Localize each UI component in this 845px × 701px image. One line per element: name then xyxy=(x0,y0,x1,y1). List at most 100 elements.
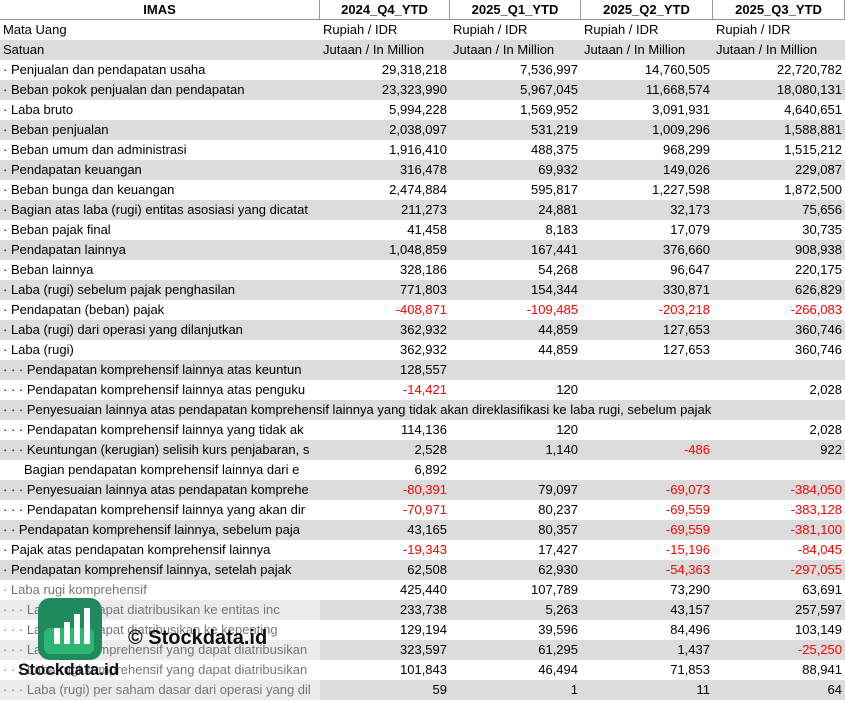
cell-value: 316,478 xyxy=(400,162,447,177)
cell-value: 257,597 xyxy=(795,602,842,617)
row-label: · · · Penyesuaian lainnya atas pendapata… xyxy=(3,482,309,497)
row-label: · Beban pajak final xyxy=(3,222,111,237)
logo-icon xyxy=(44,608,94,654)
cell-value: Rupiah / IDR xyxy=(323,22,398,37)
cell-value: 1,048,859 xyxy=(389,242,447,257)
cell-value: -54,363 xyxy=(665,562,710,577)
cell-value: Rupiah / IDR xyxy=(453,22,528,37)
row-label: · Laba (rugi) xyxy=(3,342,74,357)
cell-value: 5,263 xyxy=(545,602,578,617)
cell-value: 167,441 xyxy=(531,242,578,257)
row-background xyxy=(0,520,845,540)
cell-value: 107,789 xyxy=(531,582,578,597)
row-label: · · · Pendapatan komprehensif lainnya ya… xyxy=(3,502,306,517)
cell-value: 62,508 xyxy=(407,562,447,577)
row-label: · · · Penyesuaian lainnya atas pendapata… xyxy=(3,402,712,417)
cell-value: 96,647 xyxy=(670,262,710,277)
cell-value: 968,299 xyxy=(663,142,710,157)
cell-value: 488,375 xyxy=(531,142,578,157)
row-label: Bagian pendapatan komprehensif lainnya d… xyxy=(24,462,300,477)
cell-value: 75,656 xyxy=(802,202,842,217)
cell-value: 103,149 xyxy=(795,622,842,637)
cell-value: 323,597 xyxy=(400,642,447,657)
row-background xyxy=(0,440,845,460)
cell-value: 69,932 xyxy=(538,162,578,177)
cell-value: Rupiah / IDR xyxy=(584,22,659,37)
cell-value: 80,237 xyxy=(538,502,578,517)
row-label: · Pendapatan lainnya xyxy=(3,242,126,257)
row-label: · · · Pendapatan komprehensif lainnya at… xyxy=(3,382,306,397)
row-label: · Pendapatan (beban) pajak xyxy=(3,302,165,317)
cell-value: -69,559 xyxy=(665,522,710,537)
cell-value: 1,009,296 xyxy=(652,122,710,137)
cell-value: 8,183 xyxy=(545,222,578,237)
cell-value: -19,343 xyxy=(402,542,447,557)
cell-value: 23,323,990 xyxy=(381,82,447,97)
header-cell: 2024_Q4_YTD xyxy=(320,0,450,20)
cell-value: 41,458 xyxy=(407,222,447,237)
cell-value: -80,391 xyxy=(402,482,447,497)
row-label: · · · Keuntungan (kerugian) selisih kurs… xyxy=(3,442,310,457)
cell-value: 229,087 xyxy=(795,162,842,177)
cell-value: 114,136 xyxy=(400,422,447,437)
row-background xyxy=(0,40,845,60)
row-label: · Beban penjualan xyxy=(3,122,109,137)
row-label: · Beban bunga dan keuangan xyxy=(3,182,175,197)
cell-value: 61,295 xyxy=(538,642,578,657)
row-label: · Penjualan dan pendapatan usaha xyxy=(3,62,206,77)
header-cell: 2025_Q1_YTD xyxy=(450,0,581,20)
row-label: · Pajak atas pendapatan komprehensif lai… xyxy=(3,542,271,557)
row-label: · · · Pendapatan komprehensif lainnya ya… xyxy=(3,422,304,437)
row-label: · Laba (rugi) dari operasi yang dilanjut… xyxy=(3,322,243,337)
cell-value: 328,186 xyxy=(400,262,447,277)
row-background xyxy=(0,560,845,580)
row-background xyxy=(0,480,845,500)
cell-value: 1,588,881 xyxy=(784,122,842,137)
cell-value: 908,938 xyxy=(795,242,842,257)
cell-value: 2,028 xyxy=(809,422,842,437)
row-background xyxy=(0,280,845,300)
row-label: · · Pendapatan komprehensif lainnya, seb… xyxy=(3,522,301,537)
row-label: · Beban umum dan administrasi xyxy=(3,142,187,157)
cell-value: 88,941 xyxy=(802,662,842,677)
cell-value: -203,218 xyxy=(658,302,710,317)
cell-value: 211,273 xyxy=(400,202,447,217)
cell-value: 154,344 xyxy=(531,282,578,297)
cell-value: 44,859 xyxy=(538,342,578,357)
cell-value: 2,028 xyxy=(809,382,842,397)
cell-value: -384,050 xyxy=(790,482,842,497)
row-background xyxy=(0,160,845,180)
row-background xyxy=(0,640,845,660)
cell-value: 101,843 xyxy=(400,662,447,677)
cell-value: 43,165 xyxy=(407,522,447,537)
cell-value: 127,653 xyxy=(663,342,710,357)
row-background xyxy=(0,600,845,620)
cell-value: 5,967,045 xyxy=(520,82,578,97)
cell-value: Jutaan / In Million xyxy=(716,42,818,57)
cell-value: 330,871 xyxy=(663,282,710,297)
cell-value: Jutaan / In Million xyxy=(453,42,555,57)
cell-value: 127,653 xyxy=(663,322,710,337)
cell-value: 11,668,574 xyxy=(645,82,710,97)
cell-value: 1,569,952 xyxy=(520,102,578,117)
cell-value: Rupiah / IDR xyxy=(716,22,791,37)
cell-value: 120 xyxy=(556,382,578,397)
cell-value: 79,097 xyxy=(538,482,578,497)
cell-value: 2,038,097 xyxy=(389,122,447,137)
cell-value: 64 xyxy=(827,682,842,697)
cell-value: 362,932 xyxy=(400,322,447,337)
cell-value: 39,596 xyxy=(538,622,578,637)
cell-value: 3,091,931 xyxy=(652,102,710,117)
watermark-caption: © Stockdata.id xyxy=(128,627,268,649)
cell-value: 17,427 xyxy=(538,542,578,557)
cell-value: 1,227,598 xyxy=(652,182,710,197)
cell-value: 5,994,228 xyxy=(389,102,447,117)
row-background xyxy=(0,680,845,700)
row-label: · Beban lainnya xyxy=(3,262,94,277)
header-cell: IMAS xyxy=(0,0,320,20)
cell-value: Jutaan / In Million xyxy=(323,42,425,57)
cell-value: 128,557 xyxy=(400,362,447,377)
cell-value: 771,803 xyxy=(400,282,447,297)
cell-value: 84,496 xyxy=(670,622,710,637)
cell-value: 233,738 xyxy=(400,602,447,617)
